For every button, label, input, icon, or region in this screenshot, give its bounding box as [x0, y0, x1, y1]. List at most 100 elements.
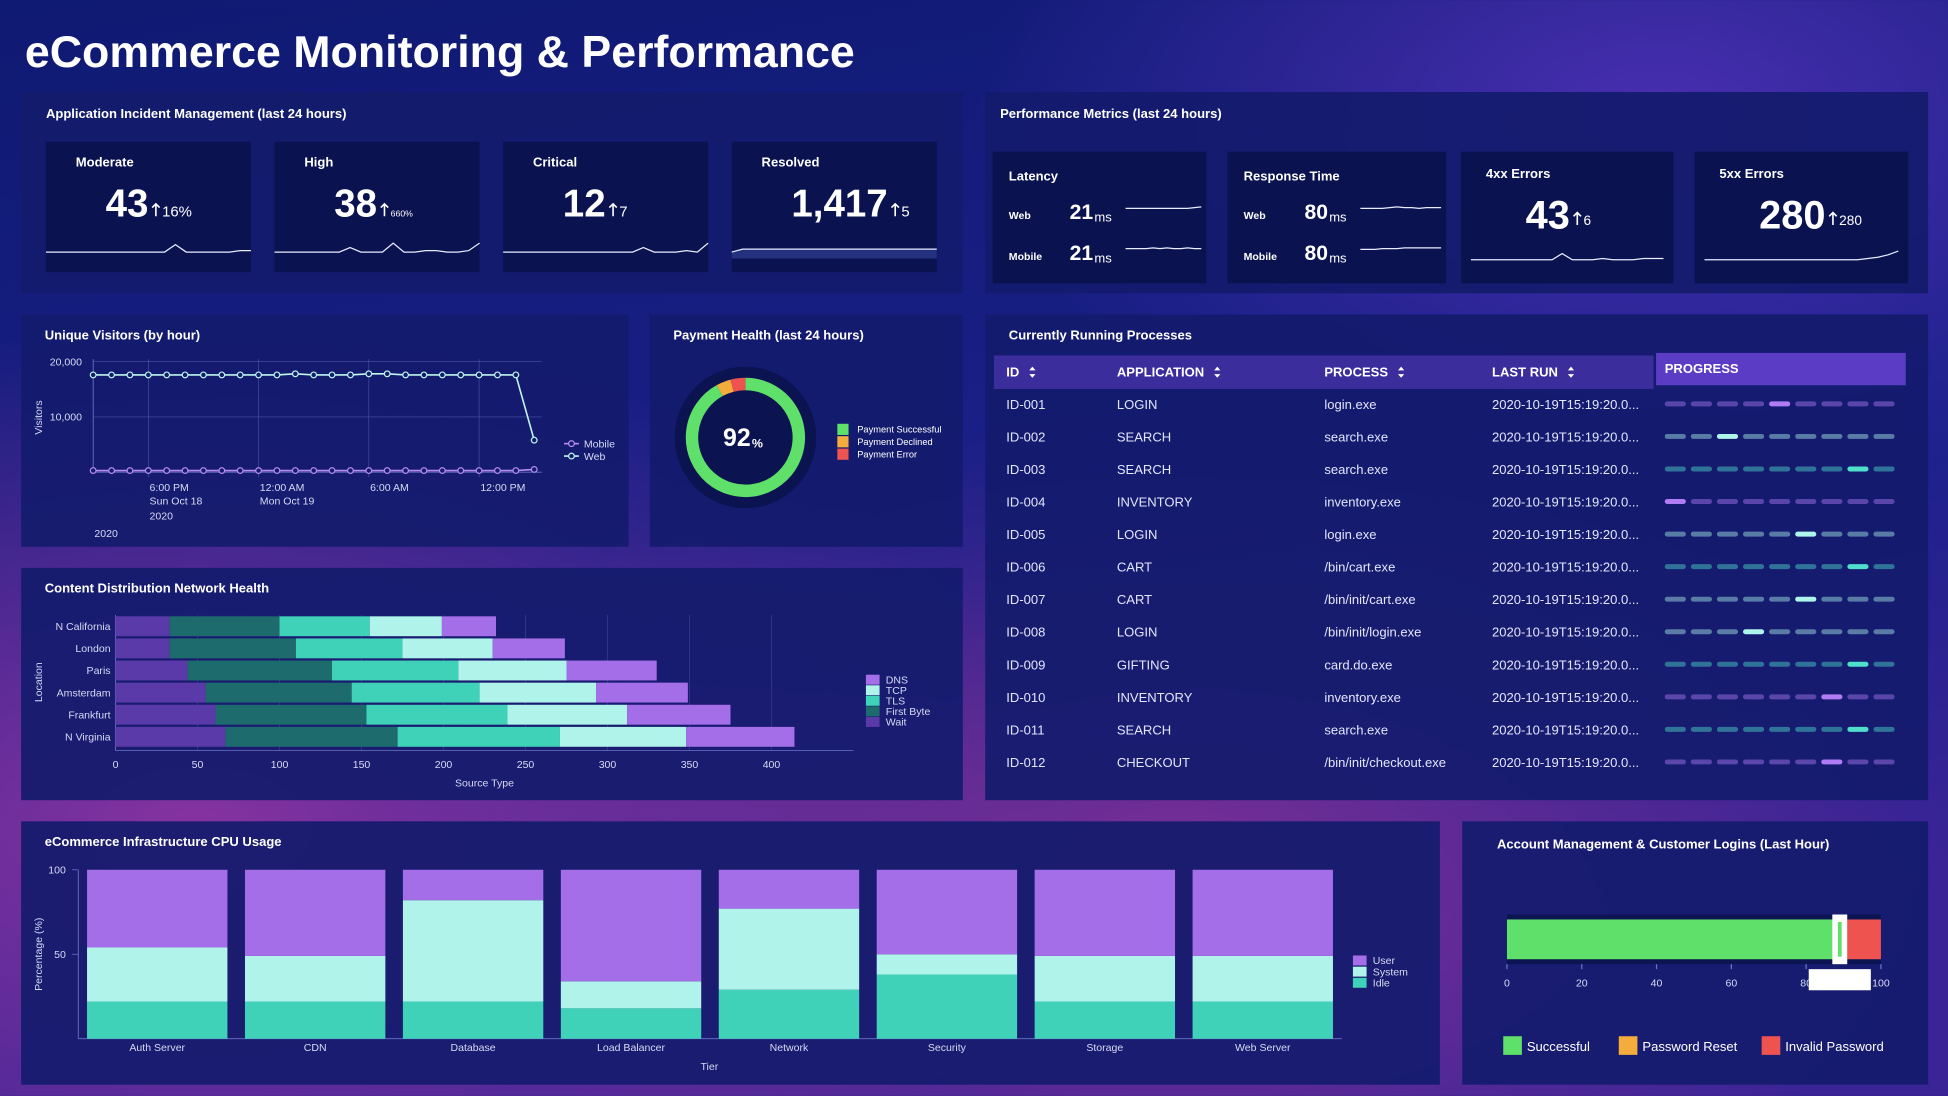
progress-track — [1821, 629, 1843, 635]
point — [328, 371, 336, 379]
card-delta: 16% — [162, 204, 192, 220]
point — [420, 371, 428, 379]
table-header — [993, 355, 1654, 389]
bar-segment — [492, 638, 565, 659]
bar-segment — [332, 660, 459, 681]
bar-segment — [87, 947, 228, 1002]
table-cell: SEARCH — [1117, 462, 1171, 477]
progress-track — [1769, 661, 1791, 667]
point — [108, 371, 116, 379]
bar-segment — [566, 660, 657, 681]
panel — [985, 314, 1929, 801]
point — [383, 370, 391, 378]
legend-label: Wait — [886, 717, 907, 729]
bar-segment — [279, 616, 370, 637]
card — [503, 141, 709, 273]
legend-label: First Byte — [886, 706, 931, 718]
progress-track — [1664, 726, 1686, 732]
progress-track — [1743, 564, 1765, 570]
progress-track — [1690, 499, 1712, 505]
bar-segment — [1034, 1001, 1176, 1039]
legend-label: Payment Error — [857, 449, 917, 459]
point — [493, 371, 501, 379]
progress-track — [1873, 499, 1895, 505]
progress-track — [1743, 433, 1765, 439]
metric-label: Web — [1009, 210, 1032, 222]
progress-indicator — [1716, 433, 1739, 439]
legend-swatch — [568, 452, 575, 460]
progress-track — [1769, 759, 1791, 765]
point — [273, 371, 281, 379]
point — [493, 467, 501, 475]
progress-indicator — [1743, 629, 1765, 635]
card-value: 43 — [1526, 194, 1570, 238]
progress-track — [1664, 759, 1686, 765]
progress-track — [1743, 726, 1765, 732]
metric-label: Mobile — [1009, 251, 1043, 263]
bar-segment — [402, 1001, 544, 1039]
bar-segment — [205, 682, 352, 703]
point — [310, 467, 318, 475]
legend-label: Password Reset — [1642, 1039, 1737, 1054]
table-cell: login.exe — [1324, 527, 1376, 542]
progress-track — [1795, 466, 1817, 472]
progress-track — [1716, 466, 1739, 472]
progress-track — [1769, 694, 1791, 700]
sort-icon — [1398, 366, 1405, 378]
progress-track — [1716, 629, 1739, 635]
progress-indicator — [1795, 596, 1817, 602]
point — [475, 467, 483, 475]
card-label: Critical — [533, 155, 577, 170]
point — [181, 467, 189, 475]
y-tick-label: N California — [55, 621, 110, 633]
progress-track — [1873, 466, 1895, 472]
progress-track — [1743, 661, 1765, 667]
table-cell: LOGIN — [1117, 397, 1158, 412]
bar-segment — [115, 616, 170, 637]
panel-title: Application Incident Management (last 24… — [46, 106, 346, 121]
progress-track — [1690, 401, 1712, 407]
sparkline — [1360, 247, 1442, 250]
y-tick-label: Amsterdam — [57, 687, 111, 699]
progress-track — [1743, 694, 1765, 700]
sort-icon — [1029, 366, 1036, 378]
table-cell: 2020-10-19T15:19:20.0... — [1492, 755, 1639, 770]
point — [438, 371, 446, 379]
bar-segment — [596, 682, 688, 703]
bar-segment — [441, 616, 496, 637]
progress-track — [1821, 596, 1843, 602]
progress-track — [1664, 629, 1686, 635]
bar-segment — [366, 704, 508, 725]
progress-track — [1821, 661, 1843, 667]
progress-indicator — [1847, 661, 1869, 667]
legend-swatch — [865, 674, 880, 685]
progress-track — [1743, 596, 1765, 602]
progress-track — [1716, 596, 1739, 602]
table-cell: CART — [1117, 560, 1152, 575]
point — [255, 467, 263, 475]
point — [199, 371, 207, 379]
progress-track — [1743, 759, 1765, 765]
legend-swatch — [865, 716, 880, 727]
panel-title: Unique Visitors (by hour) — [45, 327, 200, 342]
progress-track — [1769, 499, 1791, 505]
progress-track — [1847, 499, 1869, 505]
progress-track — [1873, 759, 1895, 765]
sparkline — [1125, 206, 1202, 209]
progress-track — [1847, 596, 1869, 602]
card — [992, 151, 1207, 284]
table-cell: ID-006 — [1006, 560, 1045, 575]
x-tick-label: 0 — [113, 759, 119, 771]
card-label: Response Time — [1244, 168, 1340, 183]
table-cell: 2020-10-19T15:19:20.0... — [1492, 722, 1639, 737]
y-tick-label: 20,000 — [50, 356, 82, 368]
donut-segment — [716, 379, 734, 397]
x-tick-label: 20 — [1576, 978, 1588, 990]
sparkline — [274, 242, 480, 253]
x-axis-label: Tier — [700, 1061, 718, 1073]
table-cell: ID-007 — [1006, 592, 1045, 607]
column-header: APPLICATION — [1117, 365, 1204, 380]
progress-indicator — [1847, 726, 1869, 732]
legend-swatch — [865, 695, 880, 706]
arrow-icon — [1572, 211, 1582, 225]
